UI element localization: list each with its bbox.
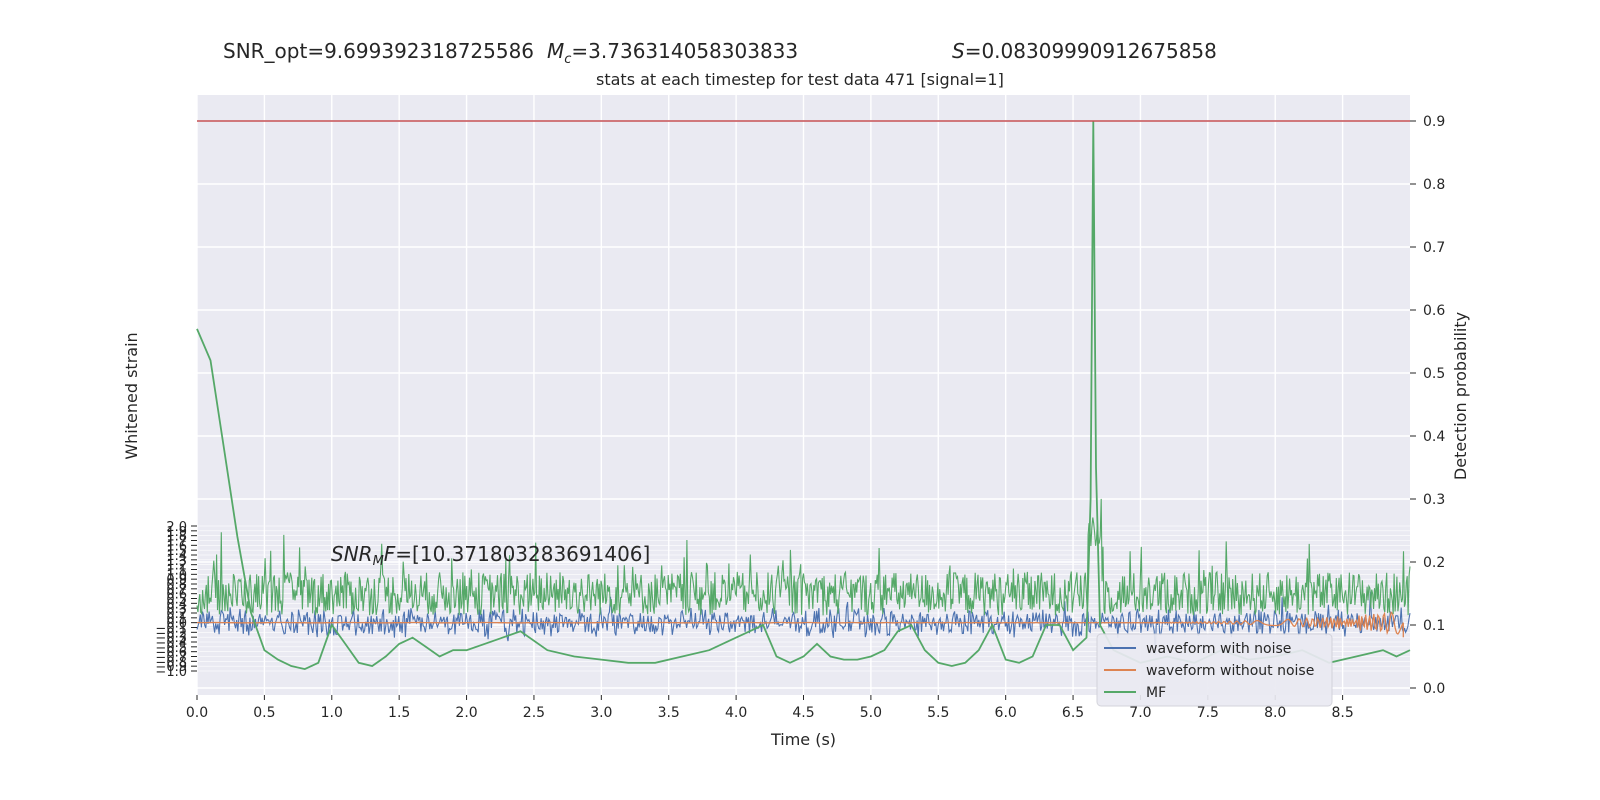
chirp-mass-symbol: M bbox=[547, 39, 565, 63]
left-tick-label: −0.3 bbox=[155, 631, 187, 646]
x-tick-label: 4.5 bbox=[792, 705, 814, 721]
x-tick-label: 3.5 bbox=[658, 705, 680, 721]
left-tick-label: −0.1 bbox=[155, 622, 187, 637]
left-tick-label: −0.6 bbox=[155, 646, 187, 661]
right-axis-label: Detection probability bbox=[1451, 312, 1470, 480]
left-tick-label: 1.4 bbox=[166, 549, 187, 564]
chirp-mass-header: Mc=3.736314058303833 bbox=[547, 39, 798, 67]
x-tick-label: 2.0 bbox=[455, 705, 477, 721]
mf-snr-line bbox=[196, 498, 1411, 616]
left-tick-label: 0.6 bbox=[166, 588, 187, 603]
left-tick-label: 0.2 bbox=[166, 607, 187, 622]
left-tick-label: 1.0 bbox=[166, 568, 187, 583]
left-axis-label: Whitened strain bbox=[122, 332, 141, 459]
s-symbol: S bbox=[952, 39, 965, 63]
left-tick-label: −0.5 bbox=[155, 641, 187, 656]
left-tick-label: 1.3 bbox=[166, 554, 187, 569]
left-tick-label: −0.7 bbox=[155, 651, 187, 666]
left-tick-label: −1.0 bbox=[155, 665, 187, 680]
chirp-mass-subscript: c bbox=[564, 52, 572, 67]
chirp-mass-value: =3.736314058303833 bbox=[571, 39, 799, 63]
x-tick-label: 4.0 bbox=[725, 705, 747, 721]
legend-label-1: waveform with noise bbox=[1146, 641, 1291, 657]
left-tick-label: 1.1 bbox=[166, 564, 187, 579]
right-tick-label: 0.5 bbox=[1423, 366, 1445, 382]
left-tick-label: −0.4 bbox=[155, 636, 187, 651]
x-tick-label: 5.0 bbox=[860, 705, 882, 721]
left-tick-label: −0.2 bbox=[155, 626, 187, 641]
x-tick-label: 7.0 bbox=[1129, 705, 1151, 721]
x-tick-label: 2.5 bbox=[523, 705, 545, 721]
legend-label-3: MF bbox=[1146, 685, 1166, 701]
left-tick-label: 1.5 bbox=[166, 544, 187, 559]
x-tick-label: 8.0 bbox=[1264, 705, 1286, 721]
right-tick-label: 0.7 bbox=[1423, 240, 1445, 256]
left-tick-label: 0.9 bbox=[166, 573, 187, 588]
s-value-header: S=0.08309990912675858 bbox=[952, 39, 1217, 63]
x-tick-label: 6.0 bbox=[995, 705, 1017, 721]
left-tick-label: 0.8 bbox=[166, 578, 187, 593]
waveform-without-noise-line bbox=[196, 611, 1404, 638]
left-tick-label: 1.2 bbox=[166, 559, 187, 574]
snr-mf-annotation: SNRMF=[10.371803283691406] bbox=[331, 542, 650, 569]
left-tick-label: 0.7 bbox=[166, 583, 187, 598]
x-tick-label: 1.5 bbox=[388, 705, 410, 721]
legend-label-2: waveform without noise bbox=[1146, 663, 1314, 679]
x-tick-label: 0.0 bbox=[186, 705, 208, 721]
right-tick-label: 0.6 bbox=[1423, 303, 1445, 319]
left-tick-label: 1.8 bbox=[166, 530, 187, 545]
chart-title: stats at each timestep for test data 471… bbox=[596, 70, 1004, 89]
right-tick-label: 0.3 bbox=[1423, 492, 1445, 508]
x-tick-label: 0.5 bbox=[253, 705, 275, 721]
x-tick-label: 7.5 bbox=[1197, 705, 1219, 721]
x-tick-label: 8.5 bbox=[1331, 705, 1353, 721]
x-tick-label: 3.0 bbox=[590, 705, 612, 721]
x-axis-label: Time (s) bbox=[770, 730, 836, 749]
left-tick-label: 1.6 bbox=[166, 539, 187, 554]
left-tick-label: 0.4 bbox=[166, 597, 187, 612]
right-tick-label: 0.9 bbox=[1423, 114, 1445, 130]
left-tick-label: −0.9 bbox=[155, 660, 187, 675]
left-tick-label: 2.0 bbox=[166, 520, 187, 535]
x-tick-label: 6.5 bbox=[1062, 705, 1084, 721]
s-value: =0.08309990912675858 bbox=[964, 39, 1217, 63]
x-tick-label: 5.5 bbox=[927, 705, 949, 721]
left-tick-label: 1.7 bbox=[166, 535, 187, 550]
right-tick-label: 0.0 bbox=[1423, 681, 1445, 697]
left-tick-label: 0.1 bbox=[166, 612, 187, 627]
right-tick-label: 0.4 bbox=[1423, 429, 1445, 445]
right-tick-label: 0.8 bbox=[1423, 177, 1445, 193]
right-tick-label: 0.1 bbox=[1423, 618, 1445, 634]
left-tick-label: 0.3 bbox=[166, 602, 187, 617]
left-tick-label: 1.9 bbox=[166, 525, 187, 540]
left-tick-label: −0.8 bbox=[155, 655, 187, 670]
snr-opt-header: SNR_opt=9.699392318725586 bbox=[223, 39, 535, 63]
legend-box bbox=[1096, 633, 1333, 707]
right-tick-label: 0.2 bbox=[1423, 555, 1445, 571]
left-tick-label: 0.5 bbox=[166, 593, 187, 608]
left-tick-label: 0.0 bbox=[166, 617, 187, 632]
x-tick-label: 1.0 bbox=[321, 705, 343, 721]
